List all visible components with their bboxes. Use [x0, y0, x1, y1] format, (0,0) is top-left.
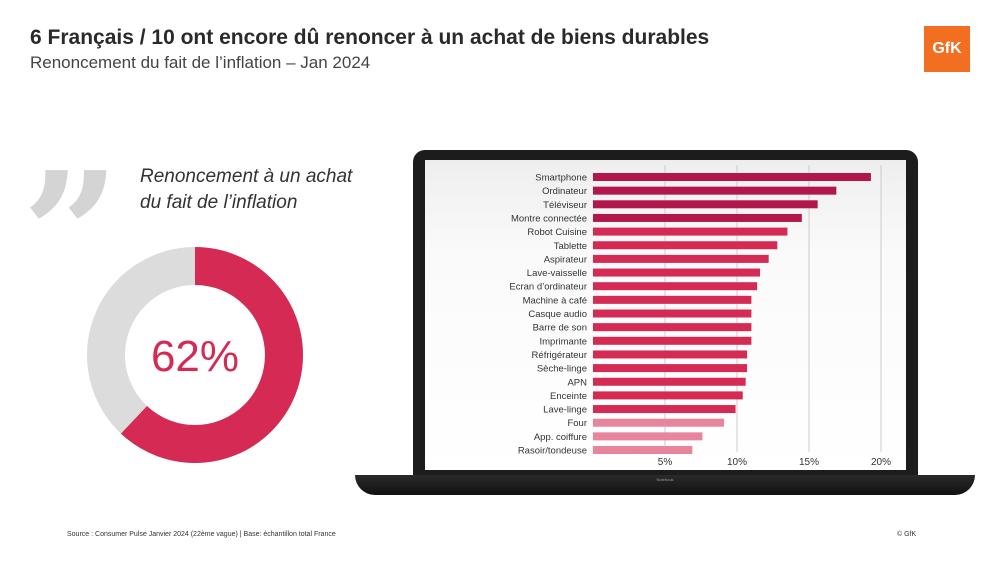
- category-label: APN: [567, 377, 587, 388]
- donut-filled: [87, 247, 303, 463]
- category-label: Smartphone: [535, 173, 587, 184]
- bar: [593, 282, 758, 291]
- bar: [593, 268, 761, 277]
- laptop-label: Notebook: [656, 477, 674, 482]
- category-label: Casque audio: [528, 309, 587, 320]
- category-label: Four: [567, 418, 587, 429]
- bar: [593, 446, 693, 454]
- bar: [593, 213, 802, 222]
- quote-marks-icon: ”: [22, 135, 120, 335]
- laptop-screen: 5% 10% 15% 20% Smartphone Ordinateur Téléviseu…: [425, 160, 906, 470]
- x-tick-label: 10%: [727, 457, 747, 468]
- bar: [593, 309, 752, 318]
- donut-label: 62%: [151, 332, 239, 381]
- bar: [593, 254, 769, 263]
- copyright: © GfK: [897, 531, 917, 538]
- bar: [593, 186, 837, 195]
- donut-chart: 62%: [87, 247, 303, 463]
- bar: [593, 350, 748, 359]
- page-subtitle: Renoncement du fait de l’inflation – Jan…: [30, 53, 371, 72]
- category-label: Tablette: [554, 241, 587, 252]
- category-label: Enceinte: [550, 391, 587, 402]
- bar: [593, 227, 788, 236]
- category-label: Lave-vaisselle: [527, 268, 587, 279]
- x-tick-label: 20%: [871, 457, 891, 468]
- bar: [593, 418, 725, 427]
- category-label: Ordinateur: [542, 186, 587, 197]
- laptop-frame: 5% 10% 15% 20% Smartphone Ordinateur Téléviseu…: [413, 150, 918, 477]
- category-label: Barre de son: [533, 323, 587, 334]
- gfk-logo: GfK: [924, 26, 970, 72]
- bar: [593, 173, 871, 181]
- category-label: Lave-linge: [543, 405, 587, 416]
- category-label: Imprimante: [539, 336, 587, 347]
- category-label: App. coiffure: [534, 432, 587, 443]
- bar: [593, 241, 778, 250]
- bar: [593, 323, 752, 332]
- category-label: Téléviseur: [543, 200, 587, 211]
- x-tick-label: 5%: [658, 457, 673, 468]
- bar: [593, 405, 736, 414]
- category-label: Machine à café: [523, 295, 587, 306]
- bar: [593, 432, 703, 441]
- bar: [593, 200, 818, 209]
- category-label: Rasoir/tondeuse: [518, 446, 587, 457]
- source-note: Source : Consumer Pulse Janvier 2024 (22…: [67, 531, 336, 538]
- quote-text: Renoncement à un achat du fait de l’infl…: [140, 164, 380, 216]
- bar: [593, 391, 743, 400]
- category-label: Aspirateur: [544, 254, 587, 265]
- category-label: Montre connectée: [511, 213, 587, 224]
- bar-chart: 5% 10% 15% 20% Smartphone Ordinateur Téléviseu…: [509, 165, 891, 468]
- category-label: Robot Cuisine: [527, 227, 587, 238]
- category-label: Réfrigérateur: [532, 350, 587, 361]
- quote-line-2: du fait de l’inflation: [140, 192, 298, 213]
- bar: [593, 336, 752, 345]
- category-label: Sèche-linge: [537, 364, 587, 375]
- bar: [593, 377, 746, 386]
- category-label: Ecran d’ordinateur: [509, 282, 587, 293]
- quote-line-1: Renoncement à un achat: [140, 166, 353, 187]
- laptop-base: Notebook: [355, 475, 975, 495]
- bar: [593, 295, 752, 304]
- bar: [593, 364, 748, 373]
- page-title: 6 Français / 10 ont encore dû renoncer à…: [30, 26, 710, 49]
- x-tick-label: 15%: [799, 457, 819, 468]
